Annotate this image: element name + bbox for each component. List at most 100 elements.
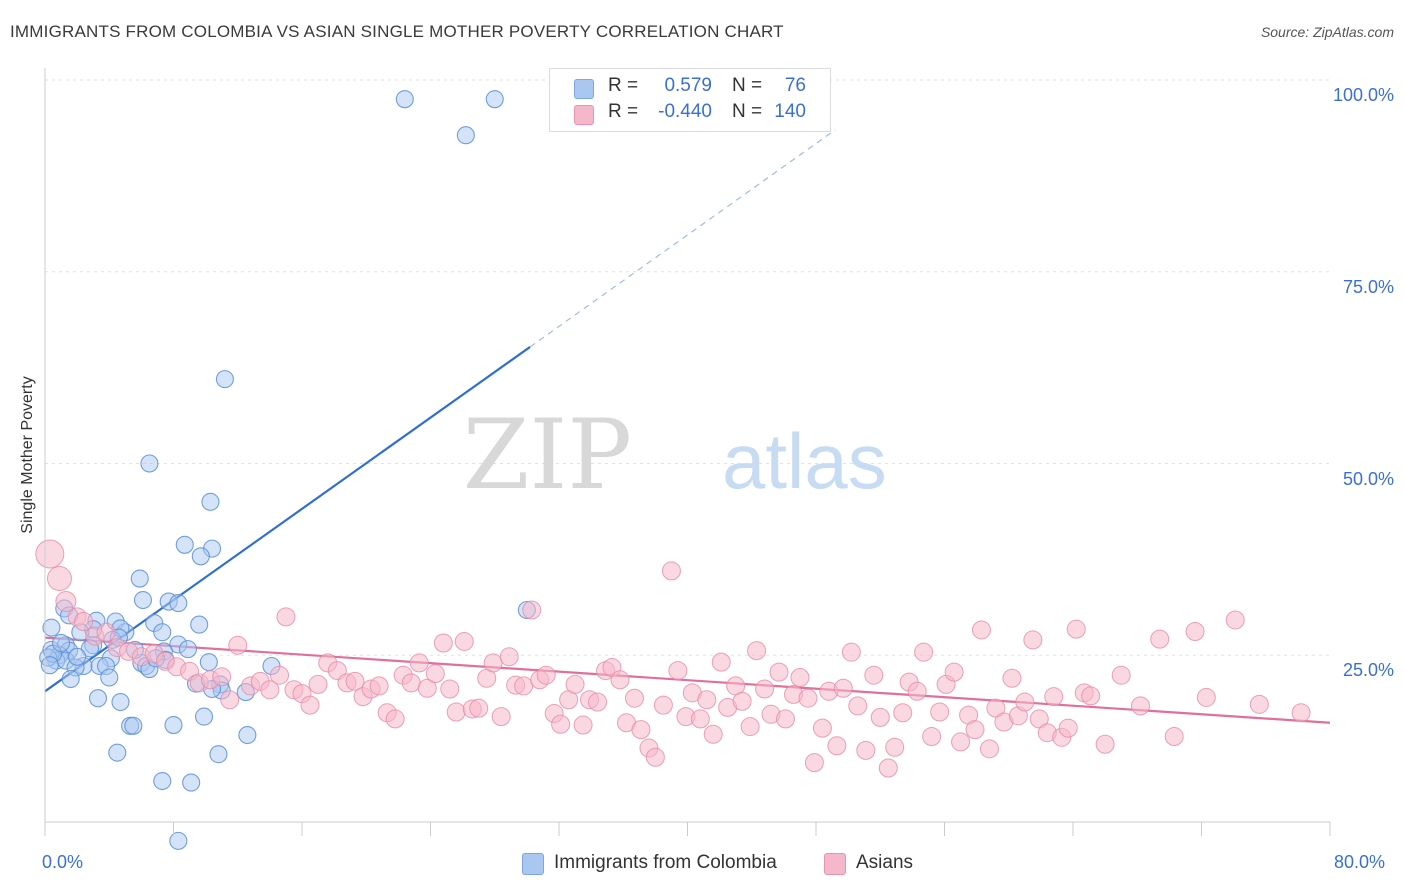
point-asians (1081, 686, 1101, 706)
point-colombia (133, 590, 153, 610)
point-asians (827, 736, 847, 756)
x-tick-label-min: 0.0% (42, 852, 84, 872)
point-asians (220, 690, 240, 710)
point-asians (1023, 630, 1043, 650)
point-asians (856, 740, 876, 760)
r-value: 0.579 (664, 75, 712, 96)
trendline-colombia-extension (529, 129, 836, 348)
n-value: 76 (784, 75, 806, 96)
point-asians (812, 718, 832, 738)
point-asians (951, 732, 971, 752)
chart-title: IMMIGRANTS FROM COLOMBIA VS ASIAN SINGLE… (10, 22, 784, 41)
point-asians (1225, 610, 1245, 630)
point-asians (385, 709, 405, 729)
point-colombia (100, 668, 119, 687)
point-asians (979, 739, 999, 759)
point-asians (469, 698, 489, 718)
point-asians (300, 695, 320, 715)
point-asians (425, 664, 445, 684)
point-asians (1196, 687, 1216, 707)
point-asians (965, 720, 985, 740)
y-tick-label: 50.0% (1342, 468, 1394, 489)
point-asians (417, 678, 437, 698)
axes (44, 68, 1331, 836)
r-value: -0.440 (658, 101, 712, 122)
point-asians (769, 662, 789, 682)
point-colombia (182, 773, 201, 792)
legend-row-asians: R = -0.440 N = 140 (550, 101, 830, 127)
point-colombia (456, 126, 475, 145)
point-colombia (88, 689, 108, 708)
point-colombia (130, 569, 149, 588)
point-asians (971, 620, 991, 640)
point-asians (1044, 687, 1064, 707)
point-asians (885, 737, 905, 757)
point-colombia (209, 745, 228, 764)
point-colombia (199, 653, 218, 672)
point-asians (804, 753, 824, 773)
point-asians (46, 566, 72, 592)
series-colombia-points (39, 90, 536, 850)
point-colombia (178, 640, 198, 659)
y-axis-label: Single Mother Poverty (19, 376, 36, 534)
correlation-legend: R = 0.579 N = 76 R = -0.440 N = 140 (549, 68, 831, 132)
point-asians (270, 665, 290, 685)
point-asians (440, 679, 460, 699)
point-asians (446, 702, 466, 722)
point-colombia (169, 594, 188, 613)
point-asians (740, 717, 760, 737)
n-label: N = (732, 75, 763, 96)
trend-lines (44, 129, 1331, 724)
point-asians (491, 707, 511, 727)
point-colombia (190, 615, 209, 634)
point-asians (668, 661, 688, 681)
point-asians (345, 671, 365, 691)
point-asians (35, 539, 65, 569)
point-asians (833, 678, 853, 698)
point-colombia (111, 692, 130, 712)
point-asians (878, 758, 898, 778)
point-asians (1164, 727, 1184, 747)
y-tick-label: 25.0% (1342, 660, 1394, 681)
point-colombia (215, 370, 234, 389)
point-asians (409, 653, 429, 673)
n-label: N = (732, 101, 763, 122)
point-asians (1150, 629, 1170, 649)
point-asians (930, 702, 950, 722)
point-colombia (175, 535, 194, 554)
watermark-atlas: atlas (722, 417, 887, 505)
point-colombia (194, 707, 214, 726)
point-asians (631, 720, 651, 740)
grid-lines (45, 79, 1330, 656)
swatch-colombia (574, 79, 594, 99)
point-asians (1002, 668, 1022, 688)
legend-swatch-colombia (522, 853, 544, 875)
point-colombia (164, 715, 183, 735)
legend-label-asians: Asians (856, 852, 914, 873)
point-asians (536, 665, 556, 685)
trendline-asians (44, 636, 1331, 724)
point-colombia (153, 771, 172, 791)
point-colombia (191, 547, 210, 566)
point-asians (1095, 734, 1115, 754)
x-tick-label-max: 80.0% (1334, 852, 1386, 872)
point-asians (798, 688, 818, 708)
point-asians (565, 674, 585, 694)
point-asians (703, 724, 723, 744)
point-asians (1066, 619, 1086, 639)
point-asians (228, 635, 248, 655)
point-asians (732, 691, 752, 711)
point-colombia (395, 90, 414, 109)
point-asians (944, 662, 964, 682)
point-asians (55, 591, 77, 613)
point-asians (914, 642, 934, 662)
point-asians (841, 642, 861, 662)
point-asians (588, 692, 608, 712)
point-asians (483, 653, 503, 673)
point-colombia (40, 656, 59, 675)
point-asians (775, 709, 795, 729)
point-asians (1185, 621, 1205, 641)
point-asians (697, 690, 717, 710)
point-asians (645, 747, 665, 767)
